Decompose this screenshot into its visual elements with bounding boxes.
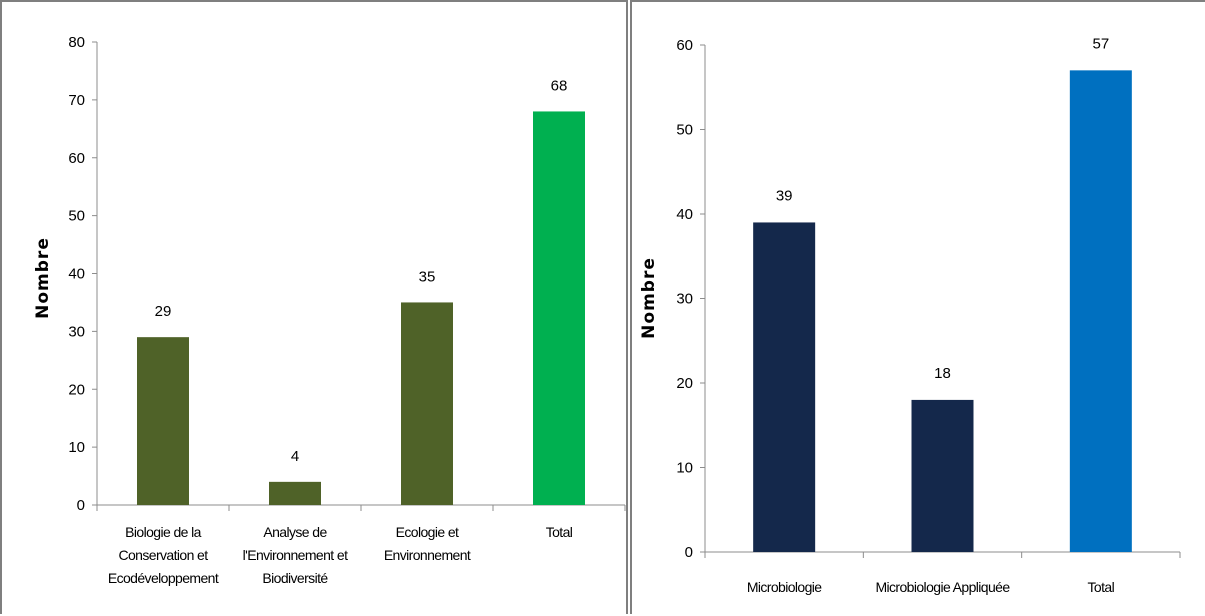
x-category-label: Biodiversité bbox=[262, 570, 328, 586]
chart-right: 0 10 20 30 40 50 60 39 Microbiologie 18 Microbiolo… bbox=[639, 35, 1181, 595]
data-label: 39 bbox=[776, 187, 793, 204]
y-tick-label: 40 bbox=[68, 266, 85, 283]
x-category-label: Microbiologie bbox=[747, 579, 822, 595]
y-tick-label: 50 bbox=[68, 208, 85, 225]
y-tick-label: 40 bbox=[676, 206, 693, 223]
bar bbox=[401, 302, 453, 505]
y-axis-title: Nombre bbox=[639, 257, 659, 339]
y-tick-label: 60 bbox=[68, 150, 85, 167]
data-label: 18 bbox=[934, 365, 951, 382]
chart-panel-left: 0 10 20 30 40 50 60 70 80 29 Biologie de la Conserv… bbox=[0, 0, 628, 614]
bar bbox=[269, 481, 321, 505]
bar bbox=[1069, 70, 1132, 552]
chart-left: 0 10 20 30 40 50 60 70 80 29 Biologie de la Conserv… bbox=[33, 34, 626, 586]
bar bbox=[753, 222, 816, 552]
y-tick-label: 20 bbox=[68, 381, 85, 398]
x-category-label: Total bbox=[1088, 579, 1115, 595]
y-axis-title: Nombre bbox=[33, 237, 53, 319]
x-category-label: Microbiologie Appliquée bbox=[875, 579, 1010, 595]
bar bbox=[137, 337, 189, 505]
y-tick-label: 0 bbox=[77, 497, 85, 514]
y-tick-label: 80 bbox=[68, 34, 85, 51]
data-label: 35 bbox=[419, 268, 436, 285]
x-category-label: Environnement bbox=[384, 547, 471, 563]
y-tick-label: 30 bbox=[68, 323, 85, 340]
y-tick-label: 60 bbox=[676, 37, 693, 54]
data-label: 4 bbox=[291, 448, 299, 465]
data-label: 29 bbox=[155, 303, 172, 320]
x-category-label: Ecodéveloppement bbox=[108, 570, 219, 586]
x-category-label: Biologie de la bbox=[125, 524, 201, 540]
x-category-label: l'Environnement et bbox=[243, 547, 348, 563]
y-tick-label: 50 bbox=[676, 122, 693, 139]
y-tick-label: 20 bbox=[676, 375, 693, 392]
data-label: 68 bbox=[551, 77, 568, 94]
x-category-label: Total bbox=[546, 524, 573, 540]
y-tick-label: 10 bbox=[676, 460, 693, 477]
x-category-label: Ecologie et bbox=[396, 524, 459, 540]
x-category-label: Analyse de bbox=[263, 524, 327, 540]
x-category-label: Conservation et bbox=[118, 547, 208, 563]
chart-panel-right: 0 10 20 30 40 50 60 39 Microbiologie 18 Microbiolo… bbox=[630, 0, 1205, 614]
bar bbox=[533, 111, 585, 505]
data-label: 57 bbox=[1092, 35, 1109, 52]
y-tick-label: 10 bbox=[68, 439, 85, 456]
y-tick-label: 30 bbox=[676, 291, 693, 308]
bar bbox=[911, 399, 974, 552]
y-tick-label: 70 bbox=[68, 92, 85, 109]
y-tick-label: 0 bbox=[685, 544, 693, 561]
